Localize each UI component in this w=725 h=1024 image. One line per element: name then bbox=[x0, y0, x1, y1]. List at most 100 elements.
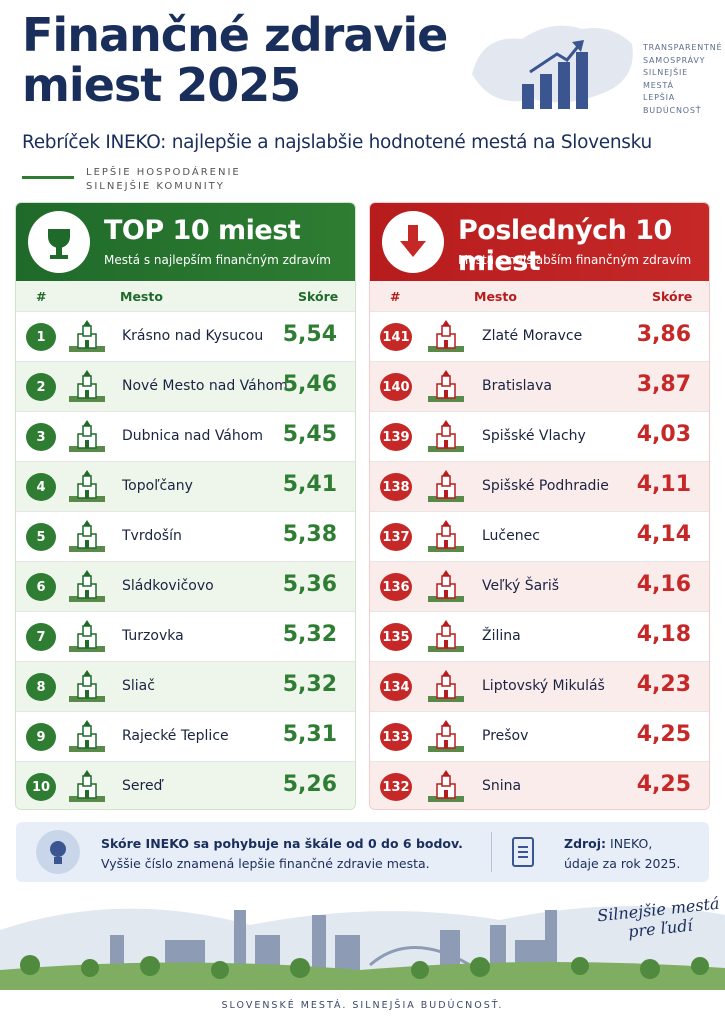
score: 4,03 bbox=[636, 422, 691, 447]
score: 5,41 bbox=[282, 472, 337, 497]
building-icon bbox=[425, 520, 467, 558]
badge-line: BUDÚCNOSŤ bbox=[643, 105, 702, 115]
city-name: Sládkovičovo bbox=[122, 578, 214, 594]
panel-title: TOP 10 miest bbox=[104, 215, 301, 246]
table-row: 2 Nové Mesto nad Váhom 5,46 bbox=[16, 361, 355, 411]
city-name: Lučenec bbox=[482, 528, 540, 544]
doc-icon bbox=[512, 837, 534, 867]
rank-badge: 5 bbox=[26, 523, 56, 551]
rank-badge: 4 bbox=[26, 473, 56, 501]
table-row: 132 Snina 4,25 bbox=[370, 761, 709, 809]
panel-subtitle: Mestá s najlepším finančným zdravím bbox=[104, 253, 331, 267]
title-line: miest 2025 bbox=[22, 58, 301, 112]
city-name: Zlaté Moravce bbox=[482, 328, 583, 344]
score: 4,18 bbox=[636, 622, 691, 647]
score: 5,38 bbox=[282, 522, 337, 547]
city-name: Topoľčany bbox=[122, 478, 193, 494]
city-name: Krásno nad Kysucou bbox=[122, 328, 264, 344]
panel-title: Posledných 10 miest bbox=[458, 215, 672, 277]
table-row: 10 Sereď 5,26 bbox=[16, 761, 355, 809]
score: 4,25 bbox=[636, 772, 691, 797]
building-icon bbox=[66, 370, 108, 408]
table-row: 139 Spišské Vlachy 4,03 bbox=[370, 411, 709, 461]
city-name: Dubnica nad Váhom bbox=[122, 428, 263, 444]
rank-badge: 133 bbox=[380, 723, 412, 751]
city-name: Turzovka bbox=[122, 628, 184, 644]
bulb-icon bbox=[36, 830, 80, 874]
table-row: 8 Sliač 5,32 bbox=[16, 661, 355, 711]
column-label: Mesto bbox=[474, 289, 517, 304]
city-name: Prešov bbox=[482, 728, 529, 744]
city-name: Bratislava bbox=[482, 378, 552, 394]
city-name: Veľký Šariš bbox=[482, 578, 560, 594]
info-line: Skóre INEKO sa pohybuje na škále od 0 do… bbox=[101, 836, 463, 851]
tag-line bbox=[22, 176, 74, 179]
building-icon bbox=[66, 520, 108, 558]
city-name: Nové Mesto nad Váhom bbox=[122, 378, 288, 394]
tag-text: SILNEJŠIE KOMUNITY bbox=[86, 181, 225, 192]
city-name: Sereď bbox=[122, 778, 163, 794]
table-row: 137 Lučenec 4,14 bbox=[370, 511, 709, 561]
building-icon bbox=[66, 670, 108, 708]
building-icon bbox=[425, 320, 467, 358]
city-name: Rajecké Teplice bbox=[122, 728, 229, 744]
footer: SLOVENSKÉ MESTÁ. SILNEJŠIA BUDÚCNOSŤ. bbox=[221, 1000, 504, 1011]
panel-subtitle: Mestá s najslabším finančným zdravím bbox=[458, 253, 692, 267]
source-text: INEKO, bbox=[610, 836, 653, 851]
table-row: 133 Prešov 4,25 bbox=[370, 711, 709, 761]
score: 4,14 bbox=[636, 522, 691, 547]
panel-header: TOP 10 miest Mestá s najlepším finančným … bbox=[16, 203, 355, 281]
score: 4,25 bbox=[636, 722, 691, 747]
table-row: 136 Veľký Šariš 4,16 bbox=[370, 561, 709, 611]
score: 5,32 bbox=[282, 622, 337, 647]
table-row: 7 Turzovka 5,32 bbox=[16, 611, 355, 661]
bottom-panel: Posledných 10 miest Mestá s najslabším fi… bbox=[369, 202, 710, 810]
table-row: 3 Dubnica nad Váhom 5,45 bbox=[16, 411, 355, 461]
table-row: 138 Spišské Podhradie 4,11 bbox=[370, 461, 709, 511]
city-name: Spišské Vlachy bbox=[482, 428, 586, 444]
table-row: 5 Tvrdošín 5,38 bbox=[16, 511, 355, 561]
column-label: # bbox=[390, 289, 401, 304]
building-icon bbox=[425, 620, 467, 658]
score: 3,86 bbox=[636, 322, 691, 347]
table-row: 1 Krásno nad Kysucou 5,54 bbox=[16, 311, 355, 361]
score: 5,36 bbox=[282, 572, 337, 597]
building-icon bbox=[66, 620, 108, 658]
title: Finančné zdravie miest 2025 bbox=[22, 8, 448, 112]
rank-badge: 10 bbox=[26, 773, 56, 801]
rank-badge: 2 bbox=[26, 373, 56, 401]
city-name: Snina bbox=[482, 778, 522, 794]
source: Zdroj: INEKO, bbox=[564, 836, 652, 851]
panel-header: Posledných 10 miest Mestá s najslabším fi… bbox=[370, 203, 709, 281]
column-header: # Mesto Skóre bbox=[370, 281, 709, 311]
building-icon bbox=[425, 720, 467, 758]
info-box: Skóre INEKO sa pohybuje na škále od 0 do… bbox=[16, 822, 709, 882]
rank-badge: 8 bbox=[26, 673, 56, 701]
score: 4,16 bbox=[636, 572, 691, 597]
building-icon bbox=[66, 570, 108, 608]
rank-badge: 6 bbox=[26, 573, 56, 601]
source-label: Zdroj: bbox=[564, 836, 607, 851]
info-line: Vyššie číslo znamená lepšie finančné zdr… bbox=[101, 856, 430, 871]
city-name: Sliač bbox=[122, 678, 155, 694]
rank-badge: 140 bbox=[380, 373, 412, 401]
rank-badge: 136 bbox=[380, 573, 412, 601]
title-line: Finančné zdravie bbox=[22, 8, 448, 62]
tagline: LEPŠIE HOSPODÁRENIE SILNEJŠIE KOMUNITY bbox=[86, 166, 241, 194]
rank-badge: 139 bbox=[380, 423, 412, 451]
badge-line: MESTÁ bbox=[643, 80, 674, 90]
building-icon bbox=[66, 770, 108, 808]
score: 5,26 bbox=[282, 772, 337, 797]
score: 5,45 bbox=[282, 422, 337, 447]
score: 5,31 bbox=[282, 722, 337, 747]
table-row: 140 Bratislava 3,87 bbox=[370, 361, 709, 411]
badge-line: SAMOSPRÁVY bbox=[643, 55, 706, 65]
panel-icon bbox=[382, 211, 444, 273]
badge: TRANSPARENTNÉ SAMOSPRÁVY SILNEJŠIE MESTÁ LEP… bbox=[643, 42, 722, 117]
building-icon bbox=[66, 470, 108, 508]
table-row: 141 Zlaté Moravce 3,86 bbox=[370, 311, 709, 361]
building-icon bbox=[66, 320, 108, 358]
badge-line: TRANSPARENTNÉ bbox=[643, 43, 723, 52]
rank-badge: 138 bbox=[380, 473, 412, 501]
